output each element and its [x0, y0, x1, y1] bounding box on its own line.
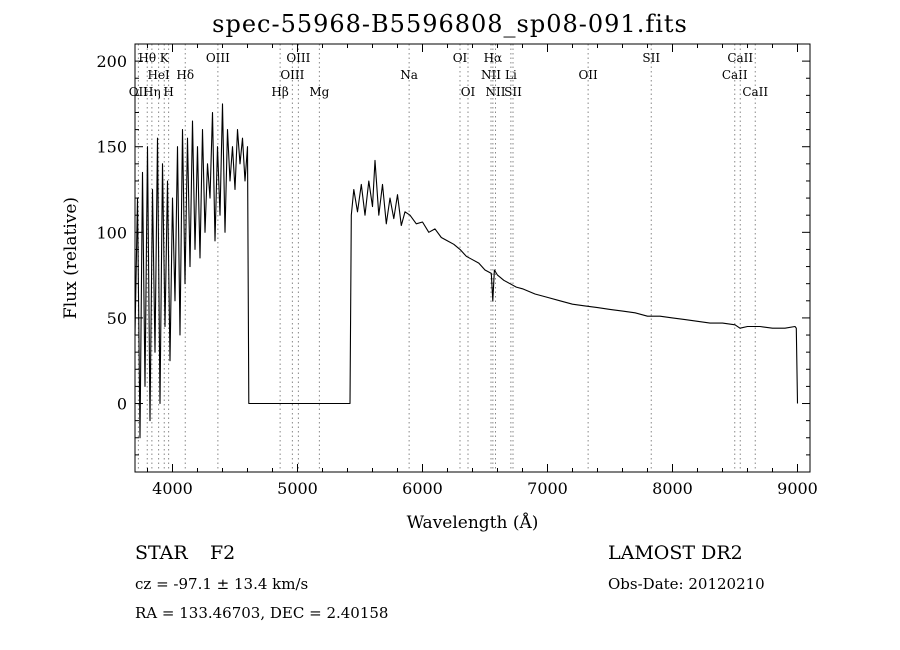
line-marker-label-0: OII	[129, 85, 149, 99]
line-marker-label-14: OI	[461, 85, 476, 99]
line-marker-label-6: Hδ	[176, 68, 194, 82]
y-axis-label: Flux (relative)	[61, 197, 81, 319]
line-marker-label-12: Na	[400, 68, 418, 82]
line-marker-label-1: Hθ	[138, 51, 156, 65]
y-tick-label: 150	[96, 138, 127, 157]
line-marker-label-7: OIII	[206, 51, 230, 65]
line-marker-label-4: K	[160, 51, 170, 65]
x-tick-label: 5000	[277, 479, 318, 498]
line-marker-label-11: Mg	[309, 85, 329, 99]
redshift-text: cz = -97.1 ± 13.4 km/s	[135, 575, 309, 593]
object-class: STAR	[135, 542, 188, 564]
line-marker-label-17: NII	[486, 85, 506, 99]
plot-frame	[134, 43, 811, 473]
line-marker-label-15: NII	[481, 68, 501, 82]
spectrum-line	[134, 103, 799, 439]
survey-label: LAMOST DR2	[608, 542, 743, 564]
line-marker-label-20: OII	[578, 68, 598, 82]
line-marker-label-24: CaII	[742, 85, 768, 99]
chart-title: spec-55968-B5596808_sp08-091.fits	[212, 10, 688, 38]
coordinates-text: RA = 133.46703, DEC = 2.40158	[135, 604, 389, 622]
line-marker-label-19: SII	[504, 85, 522, 99]
line-marker-label-22: CaII	[722, 68, 748, 82]
x-tick-label: 9000	[777, 479, 818, 498]
y-tick-label: 200	[96, 52, 127, 71]
x-tick-label: 4000	[152, 479, 193, 498]
line-marker-label-5: H	[163, 85, 173, 99]
line-marker-label-18: Li	[505, 68, 517, 82]
x-tick-label: 8000	[652, 479, 693, 498]
line-marker-label-2: Hη	[143, 85, 161, 99]
x-axis-label: Wavelength (Å)	[407, 512, 539, 533]
line-marker-label-8: Hβ	[271, 85, 288, 99]
object-subclass: F2	[210, 542, 236, 564]
line-marker-label-9: OIII	[280, 68, 304, 82]
line-marker-label-10: OIII	[286, 51, 310, 65]
y-tick-label: 100	[96, 223, 127, 242]
line-marker-label-21: SII	[642, 51, 660, 65]
line-marker-label-16: Hα	[484, 51, 503, 65]
y-tick-label: 0	[117, 395, 127, 414]
obs-date-text: Obs-Date: 20120210	[608, 575, 765, 593]
line-marker-label-3: HeI	[147, 68, 170, 82]
line-marker-label-13: OI	[453, 51, 468, 65]
y-tick-label: 50	[107, 309, 127, 328]
x-tick-label: 7000	[527, 479, 568, 498]
line-marker-label-23: CaII	[727, 51, 753, 65]
x-tick-label: 6000	[402, 479, 443, 498]
